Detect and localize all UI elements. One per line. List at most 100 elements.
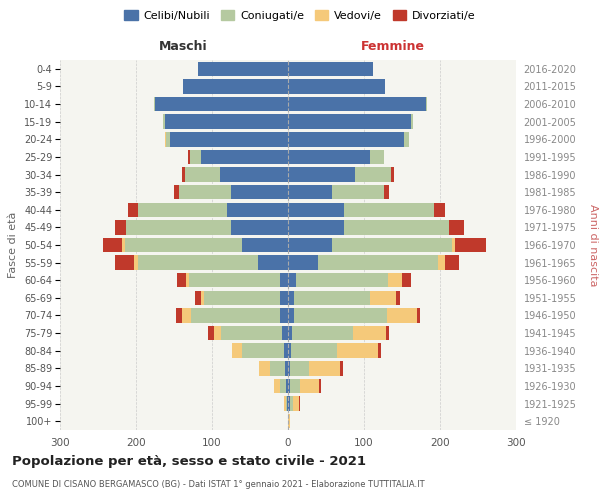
- Bar: [319, 256, 439, 270]
- Bar: [185, 168, 220, 181]
- Bar: [288, 97, 427, 112]
- Bar: [288, 361, 290, 376]
- Bar: [186, 273, 189, 287]
- Bar: [452, 238, 455, 252]
- Bar: [296, 273, 388, 287]
- Y-axis label: Anni di nascita: Anni di nascita: [587, 204, 598, 286]
- Bar: [309, 361, 340, 376]
- Bar: [287, 396, 288, 411]
- Bar: [170, 132, 288, 146]
- Bar: [231, 185, 288, 200]
- Bar: [221, 326, 282, 340]
- Bar: [340, 361, 343, 376]
- Bar: [189, 273, 280, 287]
- Bar: [402, 273, 411, 287]
- Bar: [411, 114, 413, 129]
- Bar: [370, 290, 396, 305]
- Bar: [379, 344, 382, 358]
- Bar: [290, 361, 309, 376]
- Bar: [200, 150, 288, 164]
- Bar: [445, 256, 459, 270]
- Bar: [396, 290, 400, 305]
- Bar: [214, 326, 221, 340]
- Bar: [288, 79, 385, 94]
- Bar: [199, 62, 288, 76]
- Bar: [355, 168, 391, 181]
- Bar: [319, 378, 320, 393]
- Text: Popolazione per età, sesso e stato civile - 2021: Popolazione per età, sesso e stato civil…: [12, 455, 366, 468]
- Bar: [165, 114, 288, 129]
- Bar: [288, 238, 332, 252]
- Bar: [449, 220, 464, 234]
- Bar: [391, 168, 394, 181]
- Bar: [280, 378, 286, 393]
- Bar: [274, 378, 280, 393]
- Text: Femmine: Femmine: [361, 40, 425, 52]
- Bar: [288, 308, 294, 322]
- Bar: [232, 344, 242, 358]
- Bar: [288, 396, 290, 411]
- Bar: [299, 396, 300, 411]
- Bar: [115, 256, 134, 270]
- Bar: [179, 185, 231, 200]
- Bar: [188, 150, 190, 164]
- Bar: [242, 238, 288, 252]
- Bar: [288, 273, 296, 287]
- Bar: [288, 202, 344, 217]
- Bar: [290, 378, 300, 393]
- Bar: [294, 308, 387, 322]
- Bar: [332, 238, 452, 252]
- Bar: [126, 220, 231, 234]
- Bar: [154, 97, 155, 112]
- Bar: [182, 308, 191, 322]
- Bar: [227, 202, 288, 217]
- Bar: [285, 361, 288, 376]
- Bar: [208, 326, 214, 340]
- Bar: [288, 326, 292, 340]
- Bar: [103, 238, 122, 252]
- Bar: [288, 378, 290, 393]
- Legend: Celibi/Nubili, Coniugati/e, Vedovi/e, Divorziati/e: Celibi/Nubili, Coniugati/e, Vedovi/e, Di…: [120, 6, 480, 25]
- Bar: [288, 168, 355, 181]
- Bar: [137, 256, 257, 270]
- Bar: [353, 326, 386, 340]
- Bar: [177, 273, 186, 287]
- Bar: [288, 414, 290, 428]
- Bar: [190, 150, 200, 164]
- Bar: [284, 396, 286, 411]
- Bar: [257, 256, 288, 270]
- Bar: [280, 308, 288, 322]
- Bar: [220, 168, 288, 181]
- Bar: [370, 150, 384, 164]
- Bar: [280, 273, 288, 287]
- Bar: [176, 308, 182, 322]
- Bar: [288, 132, 404, 146]
- Bar: [332, 185, 384, 200]
- Bar: [300, 378, 319, 393]
- Bar: [242, 344, 284, 358]
- Bar: [182, 168, 185, 181]
- Text: COMUNE DI CISANO BERGAMASCO (BG) - Dati ISTAT 1° gennaio 2021 - Elaborazione TUT: COMUNE DI CISANO BERGAMASCO (BG) - Dati …: [12, 480, 425, 489]
- Bar: [294, 290, 370, 305]
- Bar: [191, 308, 280, 322]
- Bar: [194, 290, 200, 305]
- Bar: [286, 378, 288, 393]
- Bar: [344, 220, 449, 234]
- Bar: [128, 202, 137, 217]
- Bar: [165, 132, 166, 146]
- Bar: [288, 290, 294, 305]
- Bar: [384, 185, 389, 200]
- Bar: [174, 185, 179, 200]
- Bar: [288, 344, 291, 358]
- Bar: [293, 396, 299, 411]
- Bar: [455, 238, 485, 252]
- Bar: [291, 344, 337, 358]
- Bar: [286, 396, 287, 411]
- Bar: [200, 290, 205, 305]
- Bar: [290, 396, 293, 411]
- Bar: [163, 114, 165, 129]
- Bar: [387, 308, 417, 322]
- Bar: [288, 150, 370, 164]
- Bar: [137, 202, 227, 217]
- Bar: [288, 114, 411, 129]
